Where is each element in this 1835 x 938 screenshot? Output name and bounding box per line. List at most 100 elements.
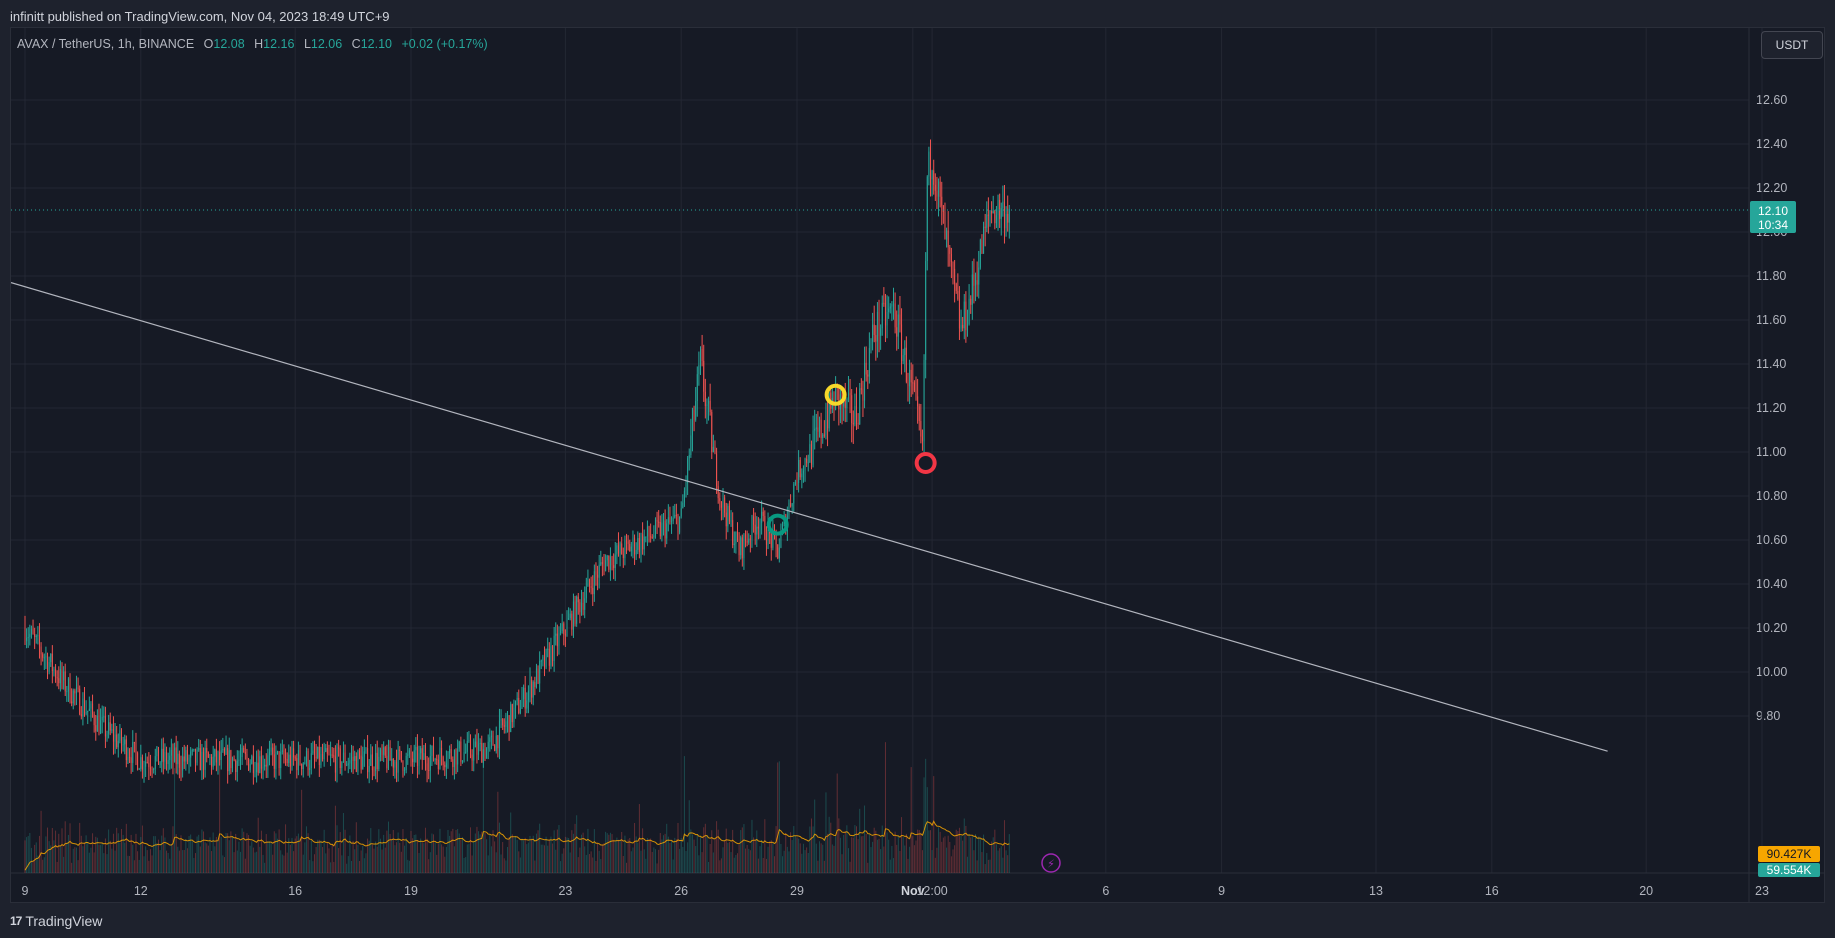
volume-bar [84, 842, 86, 873]
volume-bar [272, 854, 274, 873]
volume-bar [905, 833, 907, 873]
candle-body [135, 742, 137, 754]
candle-body [595, 571, 597, 575]
volume-bar [420, 838, 422, 873]
y-tick-label: 12.60 [1756, 93, 1787, 107]
volume-bar [106, 854, 108, 873]
volume-bar [614, 841, 616, 873]
candle-body [122, 744, 124, 746]
candle-body [175, 747, 177, 765]
volume-bar [654, 849, 656, 873]
volume-bar [119, 842, 121, 873]
candle-body [519, 708, 521, 714]
candle-body [635, 549, 637, 555]
volume-bar [412, 838, 414, 873]
volume-badge [1758, 863, 1820, 877]
candle-body [140, 757, 142, 769]
candle-body [177, 753, 179, 765]
volume-bar [891, 845, 893, 873]
candle-body [889, 306, 891, 309]
chart-pane[interactable]: 12.6012.4012.2012.0011.8011.6011.4011.20… [10, 27, 1825, 903]
volume-bar [254, 852, 256, 873]
candle-body [904, 347, 906, 356]
volume-bar [194, 853, 196, 873]
volume-bar [584, 846, 586, 873]
y-tick-label: 11.00 [1756, 445, 1786, 459]
candle-body [867, 374, 869, 377]
candle-body [429, 755, 431, 771]
volume-bar [48, 841, 50, 873]
volume-bar [735, 854, 737, 873]
legend-change: +0.02 (+0.17%) [401, 37, 488, 51]
volume-bar [931, 850, 933, 873]
candle-body [725, 512, 727, 527]
chart-canvas[interactable]: 12.6012.4012.2012.0011.8011.6011.4011.20… [11, 28, 1825, 903]
volume-bar [391, 839, 393, 873]
volume-bar [74, 847, 76, 873]
volume-bar [944, 836, 946, 873]
candle-body [822, 434, 824, 439]
volume-bar [999, 848, 1001, 873]
candle-body [339, 748, 341, 768]
candle-body [568, 617, 570, 620]
volume-bar [149, 849, 151, 873]
candle-body [856, 405, 858, 423]
candle-body [733, 543, 735, 546]
volume-bar [336, 825, 338, 873]
candle-body [474, 741, 476, 748]
volume-bar [235, 833, 237, 873]
candle-body [212, 756, 214, 767]
volume-bar [35, 842, 37, 873]
candle-body [748, 538, 750, 543]
volume-bar [719, 860, 721, 873]
candle-body [433, 746, 435, 761]
y-tick-label: 11.20 [1756, 401, 1786, 415]
candle-body [370, 754, 372, 766]
volume-ma-value: 90.427K [1767, 847, 1812, 861]
candle-body [571, 613, 573, 630]
alert-icon[interactable] [1041, 853, 1061, 873]
volume-bar [32, 860, 34, 873]
volume-bar [698, 855, 700, 873]
candle-body [540, 660, 542, 662]
candle-body [880, 328, 882, 336]
candle-body [241, 747, 243, 758]
volume-bar [207, 845, 209, 873]
volume-bar [778, 761, 780, 873]
candle-body [609, 556, 611, 570]
currency-button[interactable]: USDT [1761, 31, 1823, 59]
trendline[interactable] [11, 282, 1608, 752]
legend-symbol[interactable]: AVAX / TetherUS, 1h, BINANCE [17, 37, 195, 51]
candle-body [902, 355, 904, 362]
candle-body [495, 735, 497, 751]
volume-bar [148, 860, 150, 873]
candle-body [151, 769, 153, 771]
volume-bar [278, 829, 280, 873]
candle-body [810, 444, 812, 465]
x-tick-label: 9 [22, 884, 29, 898]
candle-body [727, 505, 729, 527]
volume-bar [717, 829, 719, 873]
candle-body [714, 446, 716, 454]
candle-body [761, 511, 763, 523]
candle-body [383, 747, 385, 755]
candle-body [806, 458, 808, 463]
candle-body [238, 759, 240, 761]
candle-body [941, 196, 943, 206]
candle-body [256, 762, 258, 773]
candle-body [746, 541, 748, 543]
candle-body [98, 715, 100, 734]
volume-bar [785, 832, 787, 873]
candle-body [926, 176, 928, 262]
candle-body [619, 543, 621, 554]
candle-body [592, 587, 594, 595]
candle-body [529, 680, 531, 691]
volume-bar [765, 858, 767, 873]
volume-bar [917, 829, 919, 873]
tradingview-logo[interactable]: 17 TradingView [10, 913, 102, 929]
volume-bar [211, 851, 213, 873]
volume-bar [223, 857, 225, 873]
volume-bar [769, 841, 771, 873]
volume-bar [677, 822, 679, 873]
volume-bar [222, 855, 224, 873]
